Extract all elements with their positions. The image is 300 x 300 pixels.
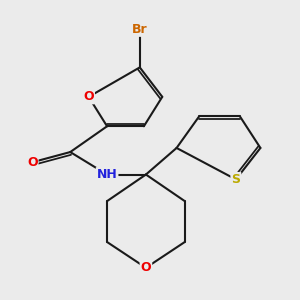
- Text: O: O: [141, 261, 151, 274]
- Text: S: S: [231, 173, 240, 186]
- Text: Br: Br: [132, 23, 148, 36]
- Text: NH: NH: [97, 168, 117, 181]
- Text: O: O: [83, 90, 94, 103]
- Text: O: O: [27, 156, 38, 169]
